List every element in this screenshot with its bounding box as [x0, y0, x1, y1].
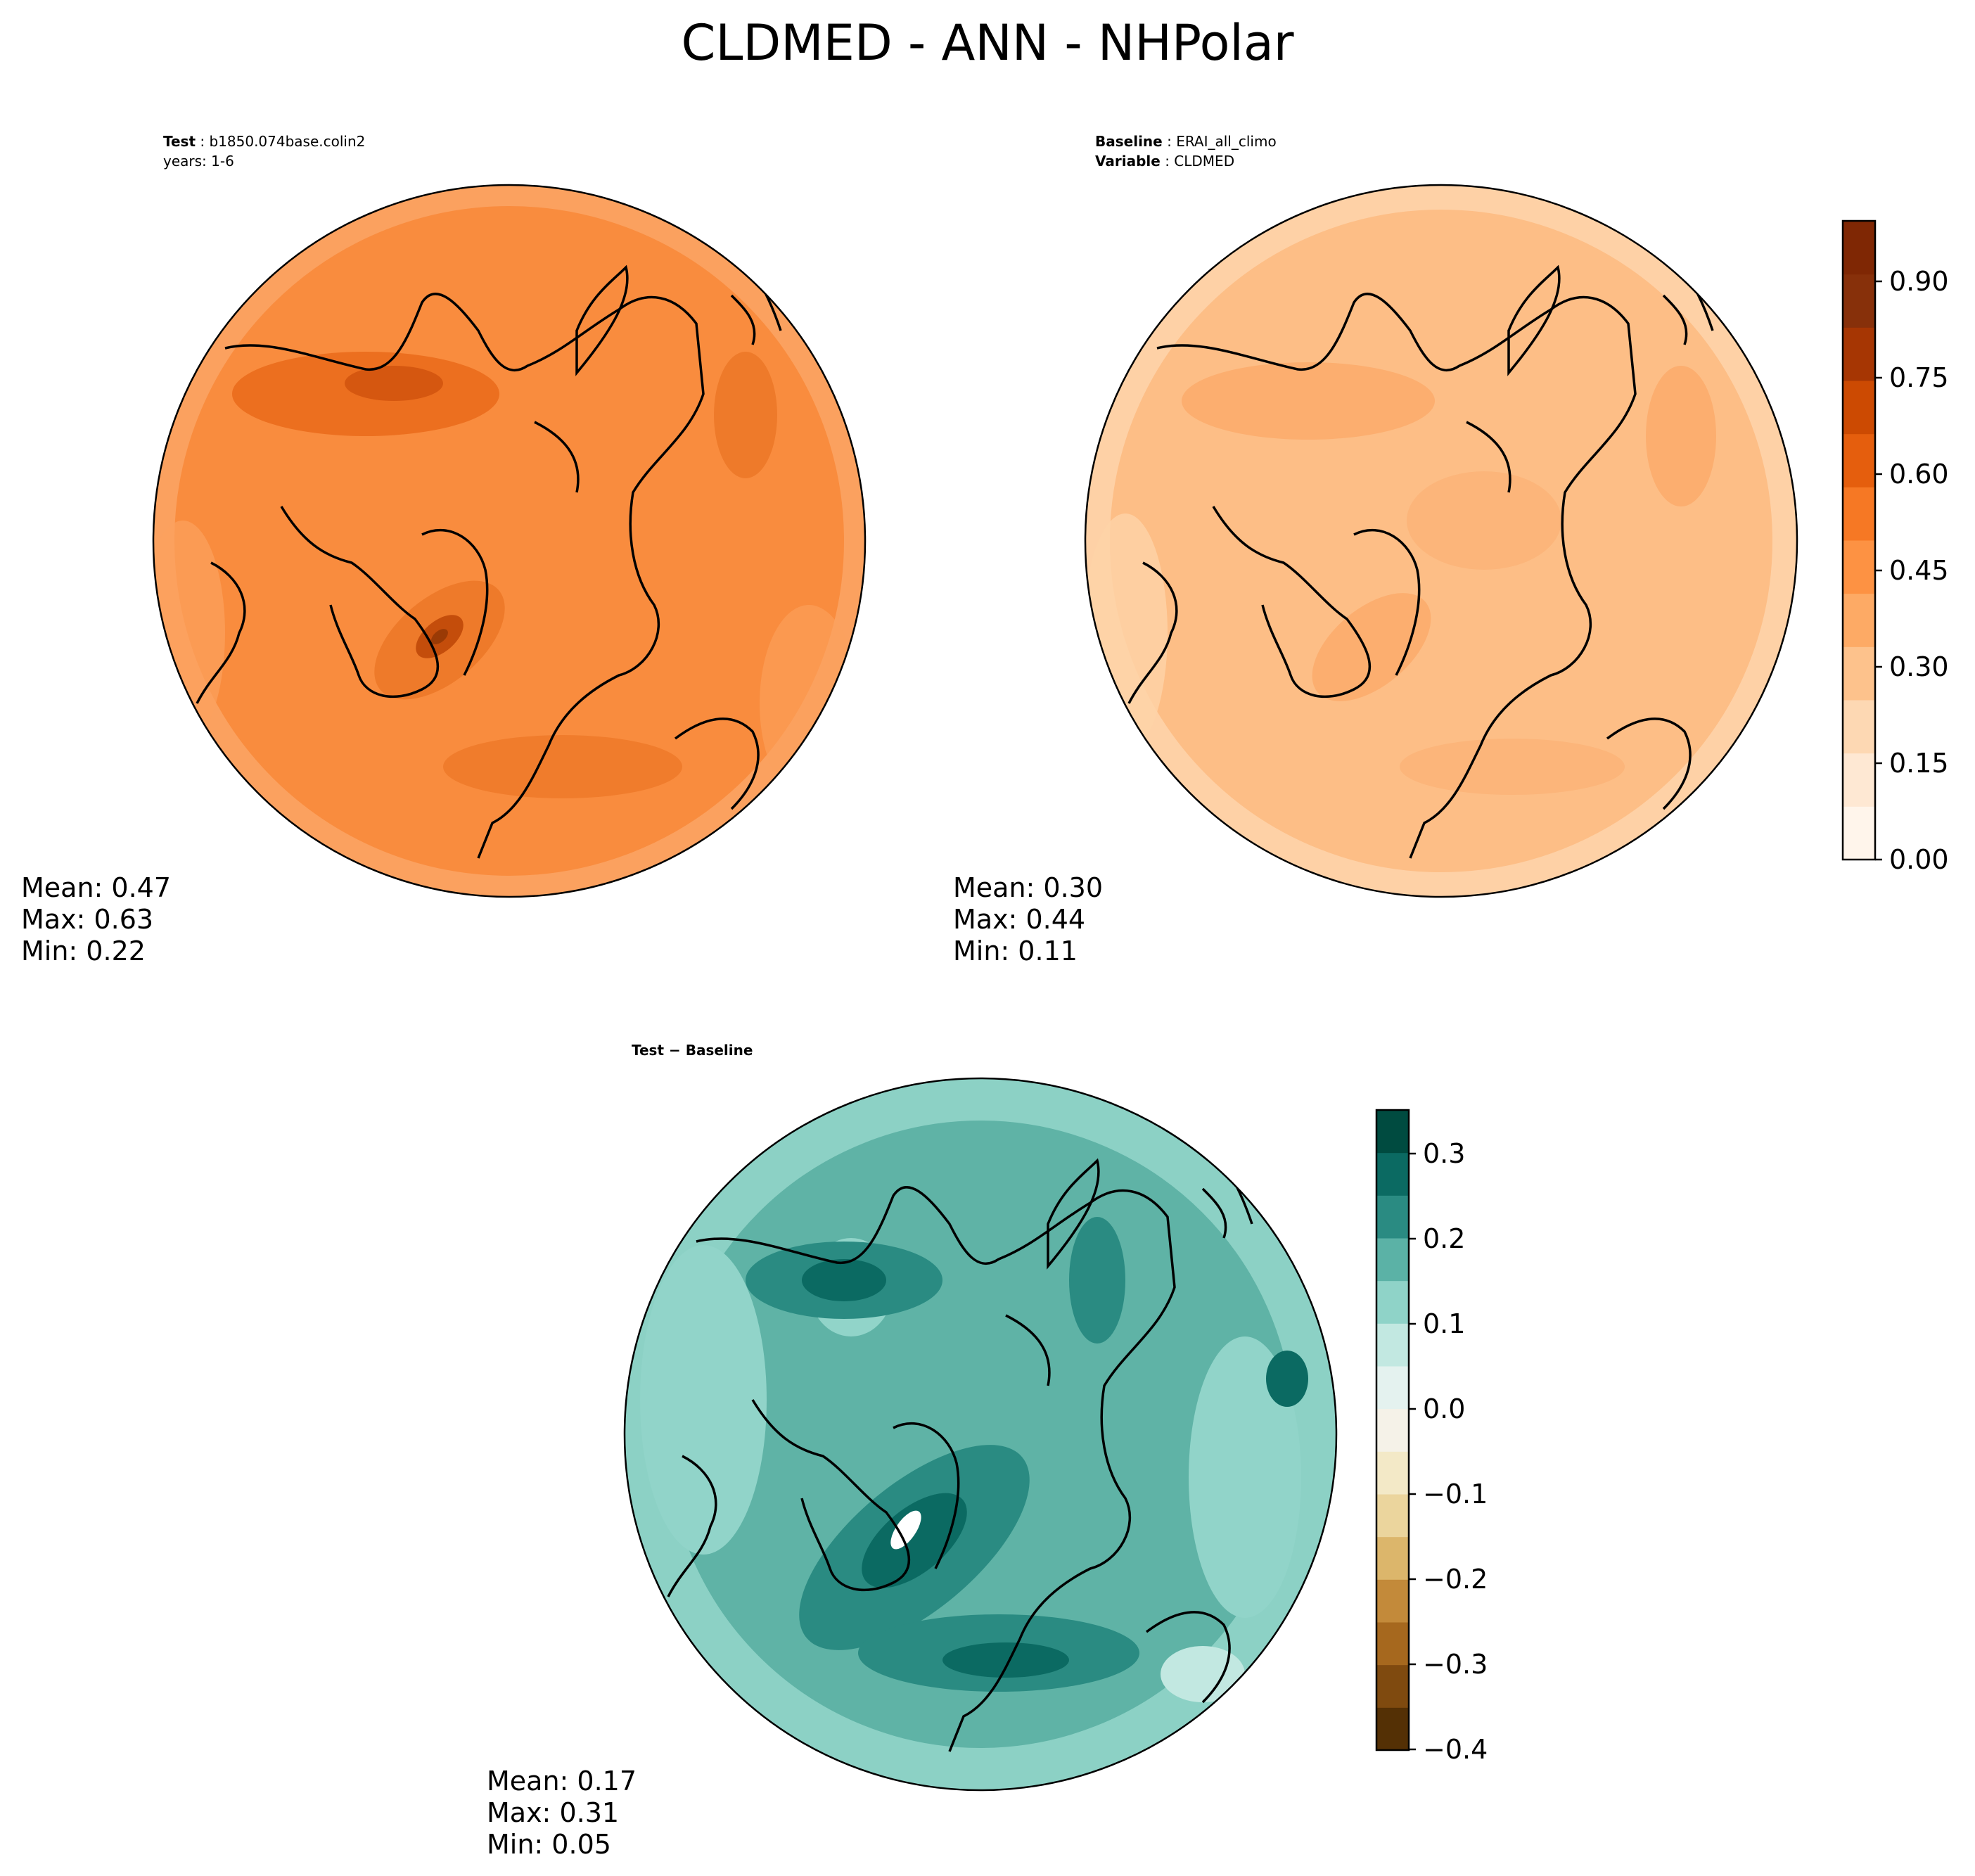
diff-mean: Mean: 0.17 — [487, 1766, 637, 1797]
baseline-map — [1085, 185, 1797, 897]
colorbar-diff-tick-label: −0.1 — [1423, 1479, 1488, 1510]
test-label: Test : b1850.074base.colin2 — [163, 133, 365, 150]
colorbar-diff-segment — [1376, 1366, 1409, 1410]
colorbar-top: 0.00 0.15 0.30 0.45 0.60 0.75 0.90 — [1841, 219, 1949, 875]
test-map-border — [152, 184, 867, 898]
variable-label: Variable : CLDMED — [1095, 153, 1234, 170]
baseline-panel: Baseline : ERAI_all_climo Variable : CLD… — [953, 133, 1798, 966]
colorbar-top-segment — [1843, 221, 1875, 275]
colorbar-top-tick-label: 0.30 — [1889, 651, 1949, 682]
colorbar-diff: 0.3 0.2 0.1 0.0 −0.1 −0.2 −0.3 −0.4 — [1375, 1109, 1488, 1765]
colorbar-top-tick-label: 0.75 — [1889, 362, 1949, 393]
baseline-mean: Mean: 0.30 — [953, 872, 1103, 903]
colorbar-top-segment — [1843, 433, 1875, 487]
colorbar-top-segment — [1843, 753, 1875, 807]
colorbar-diff-frame — [1375, 1109, 1410, 1751]
colorbar-diff-segment — [1376, 1323, 1409, 1367]
colorbar-diff-tick-label: −0.3 — [1423, 1649, 1488, 1680]
colorbar-diff-segment — [1376, 1451, 1409, 1495]
colorbar-top-segment — [1843, 487, 1875, 541]
colorbar-diff-segment — [1376, 1664, 1409, 1708]
colorbar-diff-segment — [1376, 1707, 1409, 1751]
test-panel: Test : b1850.074base.colin2 years: 1-6 M… — [21, 133, 867, 966]
diff-map-border — [623, 1077, 1338, 1792]
colorbar-diff-tick-label: 0.3 — [1423, 1138, 1465, 1169]
colorbar-diff-tick-label: −0.2 — [1423, 1564, 1488, 1595]
colorbar-top-tick-label: 0.00 — [1889, 844, 1949, 875]
diff-panel: Test − Baseline Mean: 0.17 Max: 0.31 Min… — [487, 1042, 1338, 1860]
test-min: Min: 0.22 — [21, 936, 146, 966]
baseline-map-border — [1084, 184, 1798, 898]
test-years-label: years: 1-6 — [163, 153, 234, 170]
colorbar-diff-segment — [1376, 1110, 1409, 1154]
colorbar-top-tick-label: 0.60 — [1889, 459, 1949, 490]
colorbar-top-segment — [1843, 646, 1875, 701]
test-max: Max: 0.63 — [21, 904, 153, 935]
colorbar-diff-segment — [1376, 1238, 1409, 1282]
diff-label: Test − Baseline — [632, 1042, 753, 1059]
colorbar-top-tick-label: 0.45 — [1889, 555, 1949, 586]
test-mean: Mean: 0.47 — [21, 872, 171, 903]
colorbar-top-segment — [1843, 806, 1875, 860]
colorbar-top-frame — [1841, 219, 1877, 861]
colorbar-diff-tick-label: 0.0 — [1423, 1393, 1465, 1424]
colorbar-diff-segment — [1376, 1408, 1409, 1452]
colorbar-top-tick-label: 0.15 — [1889, 748, 1949, 779]
baseline-label: Baseline : ERAI_all_climo — [1095, 133, 1277, 150]
colorbar-top-segment — [1843, 540, 1875, 594]
colorbar-top-segment — [1843, 327, 1875, 381]
colorbar-top-tick-label: 0.90 — [1889, 266, 1949, 297]
colorbar-diff-segment — [1376, 1622, 1409, 1666]
baseline-min: Min: 0.11 — [953, 936, 1078, 966]
colorbar-top-segment — [1843, 274, 1875, 328]
colorbar-diff-segment — [1376, 1494, 1409, 1538]
colorbar-top-segment — [1843, 700, 1875, 754]
colorbar-diff-tick-label: 0.2 — [1423, 1223, 1465, 1254]
colorbar-diff-segment — [1376, 1195, 1409, 1239]
colorbar-diff-tick-label: 0.1 — [1423, 1308, 1465, 1339]
colorbar-diff-tick-label: −0.4 — [1423, 1734, 1488, 1765]
test-map — [153, 185, 865, 897]
colorbar-diff-segment — [1376, 1579, 1409, 1623]
colorbar-diff-segment — [1376, 1280, 1409, 1324]
colorbar-diff-segment — [1376, 1152, 1409, 1196]
diff-min: Min: 0.05 — [487, 1829, 611, 1860]
colorbar-top-segment — [1843, 381, 1875, 435]
colorbar-diff-segment — [1376, 1536, 1409, 1580]
diff-map — [625, 1078, 1336, 1790]
baseline-max: Max: 0.44 — [953, 904, 1085, 935]
diff-max: Max: 0.31 — [487, 1797, 619, 1828]
figure-title: CLDMED - ANN - NHPolar — [681, 14, 1293, 72]
colorbar-top-segment — [1843, 593, 1875, 647]
